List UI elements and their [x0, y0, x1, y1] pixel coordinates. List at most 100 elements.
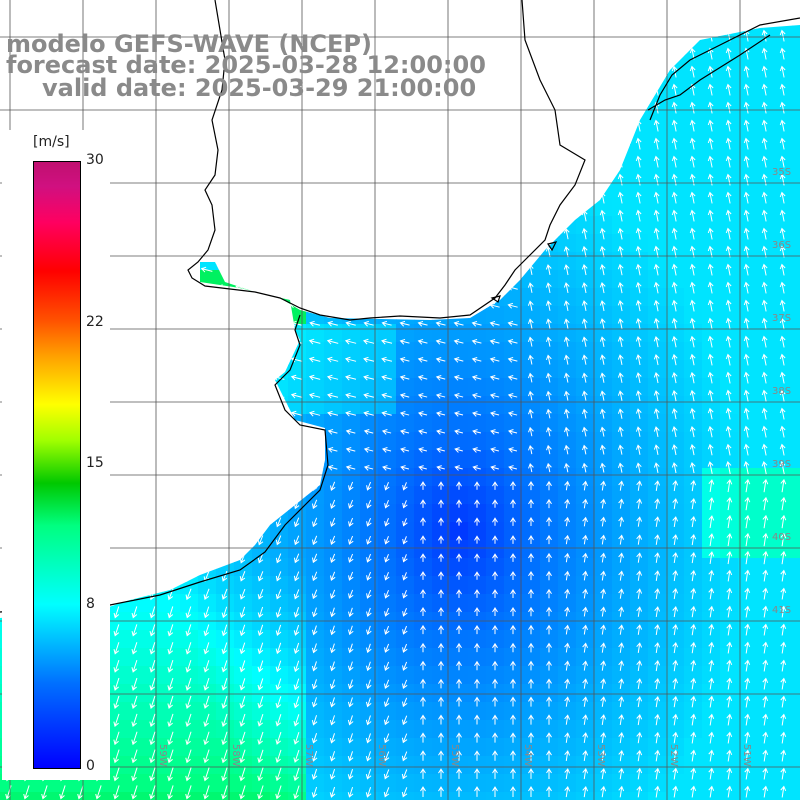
wind-cell: [558, 648, 577, 667]
wind-cell: [360, 774, 379, 793]
wind-cell: [396, 756, 415, 775]
wind-cell: [198, 540, 217, 559]
wind-cell: [270, 432, 289, 451]
wind-arrow: [257, 678, 264, 691]
wind-cell: [648, 720, 667, 739]
wind-arrow: [182, 356, 195, 363]
wind-arrow: [417, 375, 428, 381]
wind-cell: [486, 522, 505, 541]
wind-arrow: [218, 428, 231, 435]
wind-cell: [756, 162, 775, 181]
wind-cell: [738, 432, 757, 451]
wind-arrow: [618, 714, 625, 726]
wind-arrow: [545, 318, 552, 329]
wind-cell: [198, 756, 217, 775]
wind-cell: [180, 450, 199, 469]
wind-arrow: [110, 338, 123, 345]
wind-cell: [252, 270, 271, 289]
wind-arrow: [182, 464, 195, 471]
wind-arrow: [726, 659, 733, 672]
wind-arrow: [708, 659, 715, 672]
wind-arrow: [347, 769, 354, 780]
wind-cell: [774, 504, 793, 523]
wind-arrow: [345, 320, 356, 327]
wind-cell: [756, 486, 775, 505]
wind-arrow: [110, 104, 123, 111]
wind-cell: [486, 216, 505, 235]
wind-arrow: [780, 569, 787, 582]
wind-arrow: [417, 230, 429, 237]
wind-arrow: [235, 284, 250, 291]
wind-cell: [648, 540, 667, 559]
wind-cell: [144, 198, 163, 217]
wind-cell: [396, 738, 415, 757]
wind-arrow: [780, 514, 787, 529]
wind-arrow: [381, 356, 393, 363]
wind-cell: [630, 558, 649, 577]
wind-cell: [396, 450, 415, 469]
wind-cell: [774, 756, 793, 775]
wind-cell: [414, 522, 433, 541]
wind-arrow: [365, 661, 372, 672]
wind-cell: [702, 540, 721, 559]
wind-cell: [666, 360, 685, 379]
wind-cell: [522, 756, 541, 775]
wind-arrow: [203, 660, 210, 673]
wind-arrow: [744, 514, 751, 529]
wind-cell: [648, 504, 667, 523]
wind-cell: [270, 666, 289, 685]
wind-cell: [396, 702, 415, 721]
wind-arrow: [708, 515, 715, 528]
wind-arrow: [780, 478, 787, 493]
wind-arrow: [149, 677, 156, 691]
wind-cell: [396, 468, 415, 487]
wind-arrow: [185, 588, 192, 601]
wind-arrow: [347, 625, 354, 636]
wind-cell: [684, 756, 703, 775]
wind-arrow: [221, 767, 228, 782]
wind-cell: [684, 486, 703, 505]
wind-cell: [648, 378, 667, 397]
wind-cell: [216, 126, 235, 145]
wind-cell: [522, 378, 541, 397]
wind-arrow: [672, 534, 679, 546]
wind-cell: [504, 144, 523, 163]
wind-cell: [792, 306, 800, 325]
wind-arrow: [474, 678, 480, 689]
wind-arrow: [456, 553, 462, 562]
wind-arrow: [438, 768, 444, 779]
wind-arrow: [236, 338, 249, 345]
wind-cell: [216, 504, 235, 523]
wind-arrow: [330, 517, 336, 527]
wind-arrow: [149, 660, 156, 673]
wind-cell: [666, 468, 685, 487]
wind-arrow: [311, 589, 318, 600]
wind-arrow: [581, 264, 588, 276]
wind-arrow: [618, 660, 625, 671]
wind-cell: [504, 306, 523, 325]
wind-cell: [396, 360, 415, 379]
wind-arrow: [563, 408, 570, 419]
wind-cell: [396, 25, 415, 37]
wind-cell: [144, 576, 163, 595]
wind-arrow: [239, 749, 246, 764]
wind-cell: [486, 25, 505, 37]
wind-cell: [540, 630, 559, 649]
wind-arrow: [725, 425, 732, 438]
wind-arrow: [239, 499, 246, 510]
wind-arrow: [164, 464, 177, 471]
wind-cell: [558, 270, 577, 289]
wind-arrow: [617, 137, 624, 150]
wind-arrow: [149, 516, 156, 529]
wind-arrow: [617, 65, 624, 78]
wind-cell: [738, 72, 757, 91]
wind-arrow: [253, 302, 268, 309]
wind-cell: [126, 468, 145, 487]
wind-cell: [648, 432, 667, 451]
wind-cell: [432, 486, 451, 505]
wind-cell: [198, 684, 217, 703]
wind-arrow: [725, 317, 732, 330]
wind-arrow: [707, 227, 714, 240]
wind-arrow: [488, 68, 501, 75]
wind-arrow: [293, 767, 300, 782]
